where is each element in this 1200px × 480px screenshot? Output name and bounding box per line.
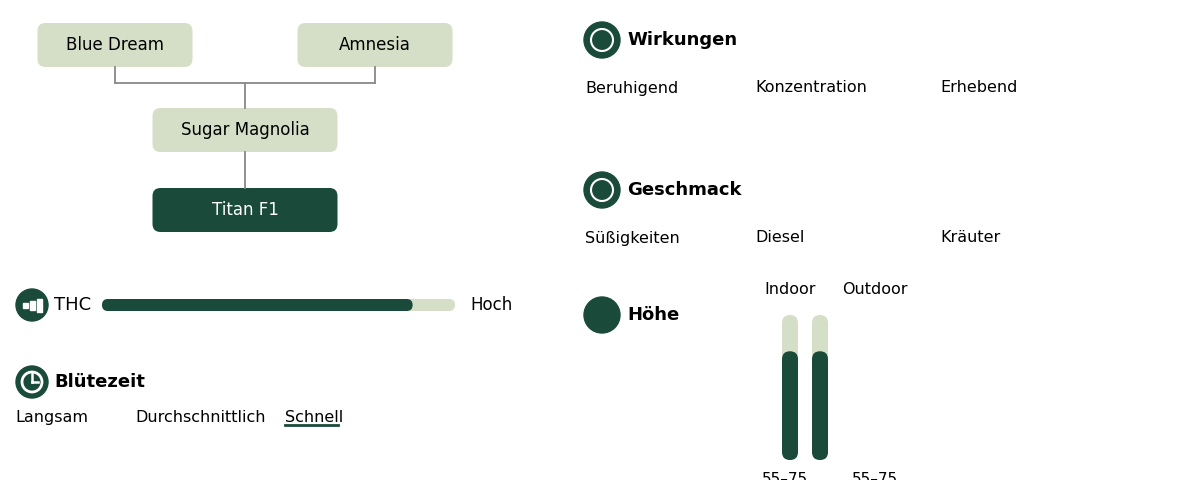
- Text: Süßigkeiten: Süßigkeiten: [586, 230, 679, 245]
- Text: Amnesia: Amnesia: [340, 36, 410, 54]
- Circle shape: [584, 22, 620, 58]
- Text: Hoch: Hoch: [470, 296, 512, 314]
- Text: Konzentration: Konzentration: [755, 81, 866, 96]
- Circle shape: [16, 366, 48, 398]
- FancyBboxPatch shape: [152, 108, 337, 152]
- Text: 55–75: 55–75: [762, 472, 808, 480]
- Circle shape: [584, 172, 620, 208]
- Text: Wirkungen: Wirkungen: [628, 31, 737, 49]
- Text: Beruhigend: Beruhigend: [586, 81, 678, 96]
- Text: Indoor: Indoor: [764, 282, 816, 297]
- Text: Höhe: Höhe: [628, 306, 679, 324]
- Text: Outdoor: Outdoor: [842, 282, 907, 297]
- Text: Durchschnittlich: Durchschnittlich: [134, 410, 265, 425]
- Text: Diesel: Diesel: [755, 230, 804, 245]
- Text: Geschmack: Geschmack: [628, 181, 742, 199]
- FancyBboxPatch shape: [782, 351, 798, 460]
- FancyBboxPatch shape: [782, 315, 798, 460]
- FancyBboxPatch shape: [102, 299, 413, 311]
- Text: Kräuter: Kräuter: [940, 230, 1001, 245]
- Text: Sugar Magnolia: Sugar Magnolia: [181, 121, 310, 139]
- Text: Blue Dream: Blue Dream: [66, 36, 164, 54]
- Circle shape: [584, 297, 620, 333]
- Text: Langsam: Langsam: [14, 410, 88, 425]
- FancyBboxPatch shape: [812, 351, 828, 460]
- FancyBboxPatch shape: [152, 188, 337, 232]
- Text: Titan F1: Titan F1: [211, 201, 278, 219]
- FancyBboxPatch shape: [102, 299, 455, 311]
- Bar: [23, 302, 28, 308]
- Text: Blütezeit: Blütezeit: [54, 373, 145, 391]
- Circle shape: [16, 289, 48, 321]
- FancyBboxPatch shape: [37, 23, 192, 67]
- FancyBboxPatch shape: [298, 23, 452, 67]
- Bar: [30, 300, 35, 310]
- Text: Erhebend: Erhebend: [940, 81, 1018, 96]
- Bar: [36, 299, 42, 312]
- FancyBboxPatch shape: [812, 315, 828, 460]
- Text: THC: THC: [54, 296, 91, 314]
- Text: 55–75: 55–75: [852, 472, 898, 480]
- Text: Schnell: Schnell: [286, 410, 343, 425]
